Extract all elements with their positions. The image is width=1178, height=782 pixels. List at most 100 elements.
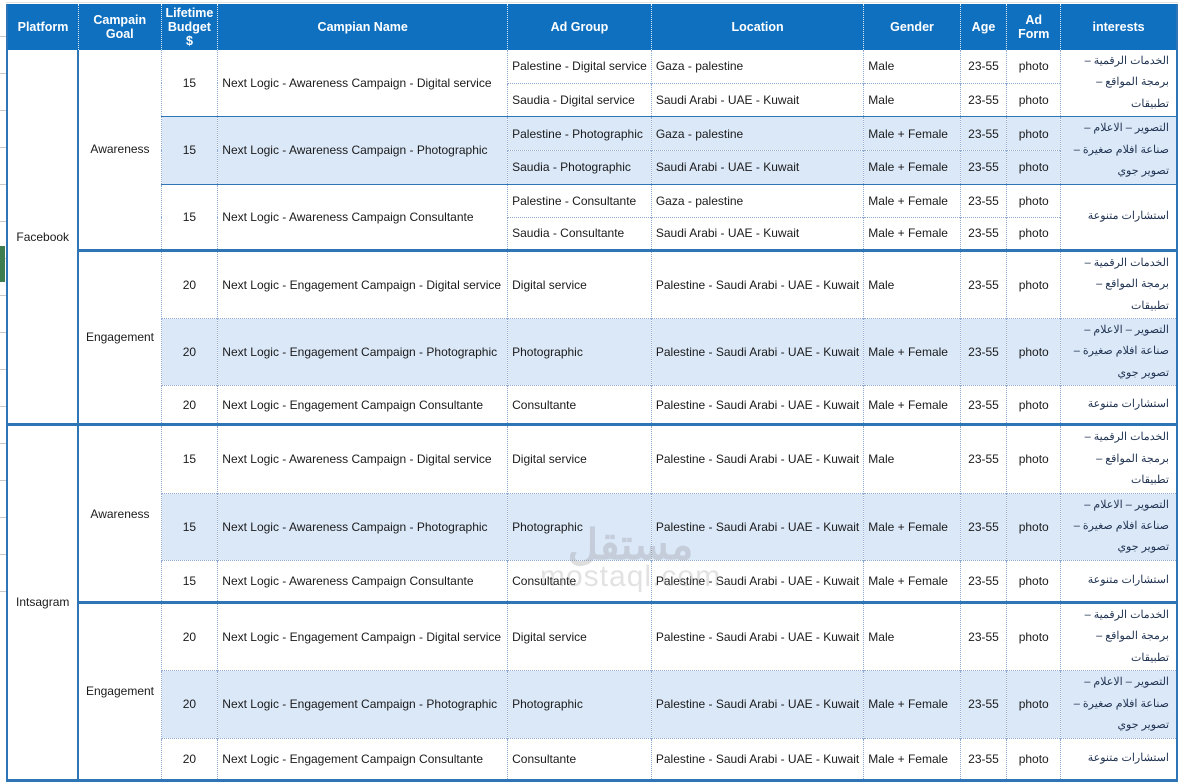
cell-ad-form[interactable]: photo — [1006, 423, 1061, 494]
column-header-age[interactable]: Age — [959, 4, 1007, 50]
cell-ad-group[interactable]: Photographic — [507, 670, 652, 738]
cell-ad-group[interactable]: Palestine - Digital service — [507, 50, 652, 84]
cell-ad-form[interactable]: photo — [1006, 737, 1061, 780]
cell-gender[interactable]: Male + Female — [863, 317, 961, 386]
cell-campaign-goal[interactable]: Engagement — [77, 248, 162, 425]
cell-gender[interactable]: Male + Female — [863, 183, 961, 218]
cell-location[interactable]: Gaza - palestine — [650, 183, 864, 218]
cell-campaign-name[interactable]: Next Logic - Awareness Campaign - Digita… — [217, 50, 508, 117]
cell-location[interactable]: Palestine - Saudi Arabi - UAE - Kuwait — [650, 423, 864, 494]
cell-interests[interactable]: الخدمات الرقمية – برمجة المواقع – تطبيقا… — [1060, 248, 1177, 319]
cell-ad-group[interactable]: Photographic — [507, 317, 652, 386]
cell-location[interactable]: Palestine - Saudi Arabi - UAE - Kuwait — [650, 559, 864, 603]
cell-ad-form[interactable]: photo — [1006, 82, 1061, 117]
column-header-budget[interactable]: Lifetime Budget $ — [160, 4, 218, 50]
cell-gender[interactable]: Male + Female — [863, 670, 961, 738]
cell-age[interactable]: 23-55 — [959, 317, 1007, 386]
cell-campaign-name[interactable]: Next Logic - Engagement Campaign - Digit… — [217, 248, 508, 319]
cell-campaign-goal[interactable]: Engagement — [77, 600, 162, 780]
cell-age[interactable]: 23-55 — [959, 600, 1007, 671]
column-header-ad_group[interactable]: Ad Group — [507, 4, 652, 50]
cell-interests[interactable]: استشارات متنوعة — [1060, 737, 1177, 780]
cell-campaign-name[interactable]: Next Logic - Awareness Campaign - Digita… — [217, 423, 508, 494]
cell-age[interactable]: 23-55 — [959, 50, 1007, 84]
cell-age[interactable]: 23-55 — [959, 737, 1007, 780]
cell-gender[interactable]: Male — [863, 600, 961, 671]
column-header-name[interactable]: Campian Name — [217, 4, 508, 50]
cell-campaign-name[interactable]: Next Logic - Engagement Campaign - Photo… — [217, 317, 508, 386]
cell-budget[interactable]: 20 — [160, 670, 218, 738]
cell-ad-group[interactable]: Palestine - Consultante — [507, 183, 652, 218]
cell-ad-form[interactable]: photo — [1006, 317, 1061, 386]
cell-gender[interactable]: Male — [863, 423, 961, 494]
cell-gender[interactable]: Male + Female — [863, 149, 961, 185]
cell-gender[interactable]: Male — [863, 82, 961, 117]
cell-campaign-name[interactable]: Next Logic - Engagement Campaign Consult… — [217, 385, 508, 425]
column-header-goal[interactable]: Campain Goal — [77, 4, 162, 50]
cell-location[interactable]: Saudi Arabi - UAE - Kuwait — [650, 149, 864, 185]
cell-budget[interactable]: 20 — [160, 737, 218, 780]
cell-interests[interactable]: استشارات متنوعة — [1060, 183, 1177, 251]
cell-ad-group[interactable]: Consultante — [507, 559, 652, 603]
cell-gender[interactable]: Male — [863, 50, 961, 84]
cell-ad-group[interactable]: Saudia - Digital service — [507, 82, 652, 117]
cell-location[interactable]: Saudi Arabi - UAE - Kuwait — [650, 82, 864, 117]
column-header-interests[interactable]: interests — [1060, 4, 1177, 50]
cell-budget[interactable]: 20 — [160, 385, 218, 425]
cell-interests[interactable]: استشارات متنوعة — [1060, 385, 1177, 425]
cell-location[interactable]: Palestine - Saudi Arabi - UAE - Kuwait — [650, 492, 864, 561]
cell-campaign-name[interactable]: Next Logic - Awareness Campaign Consulta… — [217, 183, 508, 251]
cell-gender[interactable]: Male + Female — [863, 737, 961, 780]
cell-ad-group[interactable]: Consultante — [507, 737, 652, 780]
cell-budget[interactable]: 15 — [160, 116, 218, 185]
column-header-platform[interactable]: Platform — [7, 4, 79, 50]
cell-interests[interactable]: التصوير – الاعلام – صناعة افلام صغيرة – … — [1060, 317, 1177, 386]
cell-age[interactable]: 23-55 — [959, 183, 1007, 218]
cell-budget[interactable]: 20 — [160, 317, 218, 386]
cell-ad-form[interactable]: photo — [1006, 492, 1061, 561]
cell-location[interactable]: Palestine - Saudi Arabi - UAE - Kuwait — [650, 317, 864, 386]
cell-gender[interactable]: Male + Female — [863, 385, 961, 425]
cell-location[interactable]: Saudi Arabi - UAE - Kuwait — [650, 216, 864, 251]
cell-location[interactable]: Palestine - Saudi Arabi - UAE - Kuwait — [650, 737, 864, 780]
cell-age[interactable]: 23-55 — [959, 385, 1007, 425]
cell-gender[interactable]: Male + Female — [863, 559, 961, 603]
cell-ad-form[interactable]: photo — [1006, 216, 1061, 251]
cell-campaign-name[interactable]: Next Logic - Awareness Campaign - Photog… — [217, 116, 508, 185]
cell-platform[interactable]: Facebook — [7, 50, 79, 425]
cell-ad-group[interactable]: Digital service — [507, 248, 652, 319]
cell-age[interactable]: 23-55 — [959, 670, 1007, 738]
cell-age[interactable]: 23-55 — [959, 216, 1007, 251]
cell-campaign-name[interactable]: Next Logic - Engagement Campaign - Digit… — [217, 600, 508, 671]
cell-budget[interactable]: 20 — [160, 248, 218, 319]
cell-ad-group[interactable]: Digital service — [507, 423, 652, 494]
cell-location[interactable]: Gaza - palestine — [650, 116, 864, 151]
column-header-ad_form[interactable]: Ad Form — [1006, 4, 1061, 50]
cell-campaign-goal[interactable]: Awareness — [77, 423, 162, 603]
cell-location[interactable]: Gaza - palestine — [650, 50, 864, 84]
cell-interests[interactable]: التصوير – الاعلام – صناعة افلام صغيرة – … — [1060, 116, 1177, 185]
cell-ad-group[interactable]: Palestine - Photographic — [507, 116, 652, 151]
cell-ad-form[interactable]: photo — [1006, 116, 1061, 151]
cell-age[interactable]: 23-55 — [959, 423, 1007, 494]
cell-location[interactable]: Palestine - Saudi Arabi - UAE - Kuwait — [650, 670, 864, 738]
cell-age[interactable]: 23-55 — [959, 248, 1007, 319]
cell-location[interactable]: Palestine - Saudi Arabi - UAE - Kuwait — [650, 248, 864, 319]
cell-gender[interactable]: Male + Female — [863, 216, 961, 251]
campaign-plan-table[interactable]: Platform Campain Goal Lifetime Budget $ Cam… — [6, 4, 1178, 782]
cell-ad-form[interactable]: photo — [1006, 559, 1061, 603]
column-header-location[interactable]: Location — [650, 4, 864, 50]
cell-budget[interactable]: 15 — [160, 423, 218, 494]
cell-ad-group[interactable]: Digital service — [507, 600, 652, 671]
cell-gender[interactable]: Male + Female — [863, 116, 961, 151]
cell-ad-form[interactable]: photo — [1006, 670, 1061, 738]
cell-ad-form[interactable]: photo — [1006, 149, 1061, 185]
cell-location[interactable]: Palestine - Saudi Arabi - UAE - Kuwait — [650, 600, 864, 671]
cell-budget[interactable]: 20 — [160, 600, 218, 671]
cell-platform[interactable]: Intsagram — [7, 423, 79, 780]
cell-ad-group[interactable]: Saudia - Consultante — [507, 216, 652, 251]
cell-campaign-name[interactable]: Next Logic - Awareness Campaign Consulta… — [217, 559, 508, 603]
cell-age[interactable]: 23-55 — [959, 559, 1007, 603]
cell-age[interactable]: 23-55 — [959, 82, 1007, 117]
cell-ad-form[interactable]: photo — [1006, 385, 1061, 425]
